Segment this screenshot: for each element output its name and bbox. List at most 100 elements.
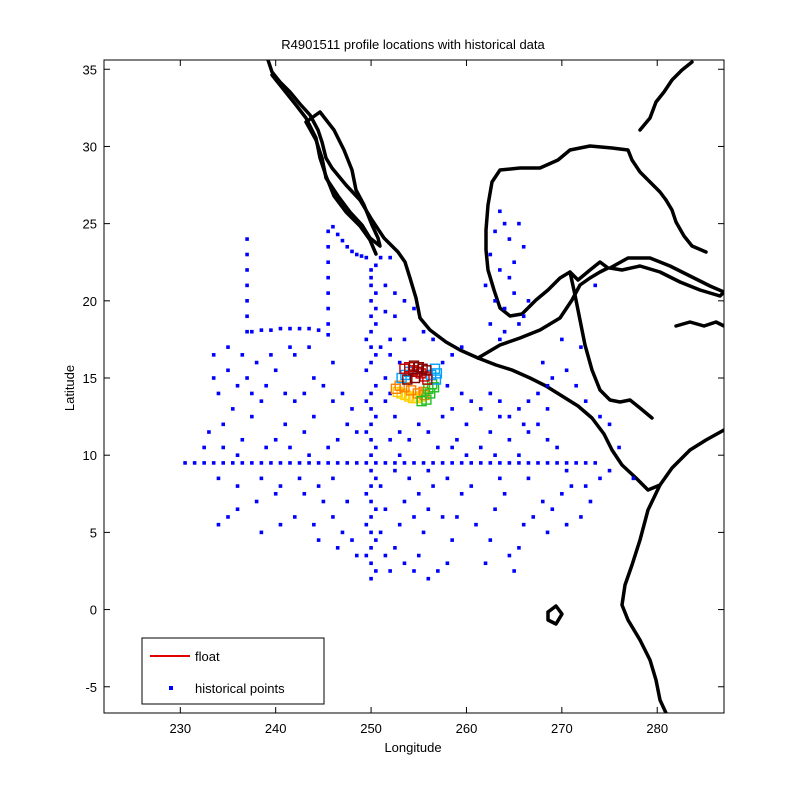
coastline-cuba [608,256,724,298]
historical-point [564,468,569,473]
historical-point [202,445,206,450]
historical-point [397,522,402,527]
historical-point [312,376,316,380]
historical-point [326,229,330,234]
coastline-south-america [620,483,668,713]
historical-point [502,491,507,496]
historical-point [245,252,249,257]
y-tick-label: 5 [90,525,97,540]
historical-point [307,345,311,349]
historical-point [221,461,226,465]
historical-point [383,507,388,512]
historical-point [607,422,612,427]
historical-point [297,326,302,331]
historical-point [269,353,273,357]
historical-point [316,484,321,488]
historical-point [383,376,388,380]
historical-point [374,461,378,465]
coastline-mainland-west [266,60,724,492]
historical-point [207,430,211,434]
historical-point [364,399,369,403]
historical-point [374,507,378,512]
historical-point [426,430,431,434]
historical-point [369,437,373,442]
historical-point [297,476,302,481]
historical-point [235,383,240,388]
historical-point [374,445,378,450]
historical-point [250,414,254,419]
historical-point [364,553,369,558]
historical-point [354,553,359,558]
historical-point [540,360,545,365]
historical-point [393,468,397,473]
historical-point [426,468,431,473]
historical-point [278,326,283,331]
historical-point [192,461,197,465]
historical-point [459,391,464,396]
historical-point [264,445,268,450]
historical-point [374,263,378,268]
historical-point [369,345,373,349]
historical-point [397,430,402,434]
historical-point [583,399,588,403]
historical-point [469,399,474,403]
historical-point [412,306,416,311]
historical-point [469,461,474,465]
historical-point [517,546,521,550]
legend-float-label: float [195,649,220,664]
historical-point [264,383,268,388]
historical-point [545,461,550,465]
historical-point [579,515,583,519]
historical-point [302,430,307,434]
x-tick-label: 240 [265,721,287,736]
float-point [409,372,421,384]
historical-point [388,337,392,342]
historical-point [364,522,369,527]
historical-point [507,437,512,442]
historical-point [421,329,426,334]
historical-point [326,306,330,311]
y-tick-label: 20 [83,294,97,309]
historical-point [288,326,292,331]
historical-point [555,445,559,450]
historical-point [211,376,216,380]
historical-point [383,399,388,403]
historical-point [579,345,583,349]
historical-point [312,414,316,419]
historical-point [374,476,378,481]
historical-point [598,476,602,481]
historical-point [230,461,235,465]
coastline-us-east [638,60,694,132]
historical-point [421,530,426,535]
x-tick-label: 270 [551,721,573,736]
historical-point [498,461,502,465]
historical-point [393,546,397,550]
historical-point [517,322,521,326]
historical-point [369,268,373,272]
historical-point [250,329,254,334]
historical-point [269,461,273,465]
historical-point [335,437,340,442]
historical-point [374,322,378,326]
historical-point [374,569,378,573]
historical-point [593,283,598,288]
historical-point [526,461,531,465]
historical-point [583,484,588,488]
plot-area: 230 240 250 260 270 280 -5 0 5 10 15 20 25 30 35 [83,59,725,736]
historical-point [230,407,235,411]
historical-point [369,484,373,488]
y-axis-ticks: -5 0 5 10 15 20 25 30 35 [83,62,724,695]
historical-point [331,515,335,519]
historical-point [450,445,454,450]
legend-box [141,637,325,705]
historical-point [521,314,526,319]
historical-point [521,244,526,249]
historical-point [302,491,307,496]
historical-point [250,461,254,465]
historical-point [374,291,378,295]
historical-point [545,530,550,535]
historical-point [550,376,555,380]
historical-point [374,353,378,357]
historical-point [273,491,278,496]
historical-point [393,461,397,465]
